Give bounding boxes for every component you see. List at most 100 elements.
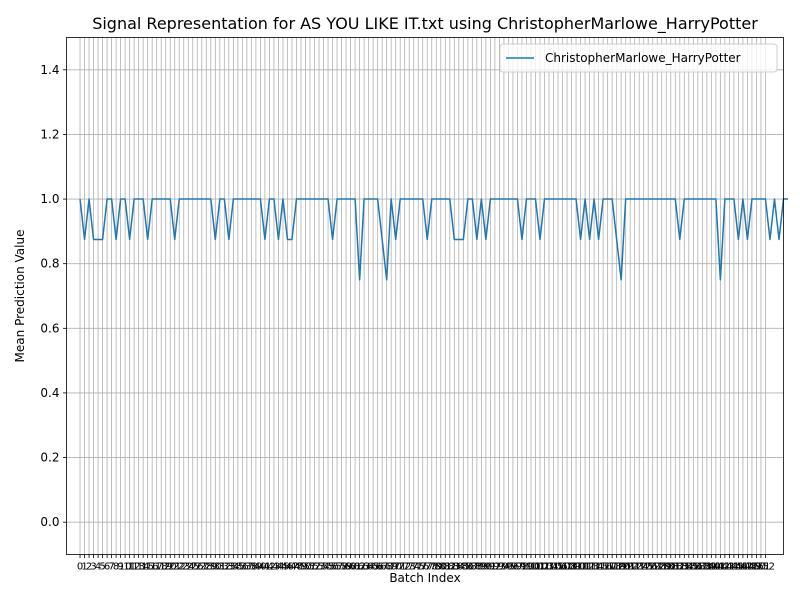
x-tick-label: 129 <box>652 562 671 573</box>
x-tick-label: 45 <box>277 562 290 573</box>
x-tick-label: 120 <box>612 562 631 573</box>
x-tick-label: 122 <box>621 562 640 573</box>
x-tick-label: 63 <box>358 562 371 573</box>
x-tick-label: 29 <box>204 562 217 573</box>
x-tick-label: 33 <box>222 562 235 573</box>
x-tick-label: 8 <box>113 562 119 573</box>
x-tick-label: 109 <box>562 562 581 573</box>
x-tick-label: 127 <box>643 562 662 573</box>
legend: ChristopherMarlowe_HarryPotter <box>499 43 778 73</box>
x-tick-label: 148 <box>738 562 757 573</box>
x-tick-label: 147 <box>733 562 752 573</box>
x-tick-label: 128 <box>648 562 667 573</box>
y-tick-label: 0.2 <box>40 451 59 465</box>
x-tick-label: 68 <box>380 562 393 573</box>
x-tick-label: 61 <box>349 562 362 573</box>
x-tick-label: 141 <box>706 562 725 573</box>
x-tick-label: 145 <box>724 562 743 573</box>
x-tick-label: 27 <box>195 562 208 573</box>
x-tick-label: 34 <box>227 562 240 573</box>
x-tick-label: 50 <box>299 562 312 573</box>
y-tick-label: 0.6 <box>40 321 59 335</box>
x-tick-label: 31 <box>213 562 226 573</box>
x-tick-label: 142 <box>711 562 730 573</box>
x-tick-label: 149 <box>742 562 761 573</box>
x-tick-label: 55 <box>322 562 335 573</box>
x-tick-label: 73 <box>403 562 416 573</box>
x-tick-label: 40 <box>254 562 267 573</box>
x-tick-label: 81 <box>439 562 452 573</box>
x-tick-label: 65 <box>367 562 380 573</box>
x-tick-label: 9 <box>117 562 123 573</box>
x-tick-label: 42 <box>263 562 276 573</box>
x-tick-label: 36 <box>236 562 249 573</box>
x-tick-label: 105 <box>544 562 563 573</box>
x-tick-label: 106 <box>548 562 567 573</box>
x-tick-label: 57 <box>331 562 344 573</box>
x-tick-label: 5 <box>99 562 105 573</box>
x-tick-label: 85 <box>457 562 470 573</box>
x-tick-label: 89 <box>475 562 488 573</box>
x-tick-label: 15 <box>141 562 154 573</box>
x-tick-label: 12 <box>128 562 141 573</box>
x-tick-label: 69 <box>385 562 398 573</box>
x-tick-label: 38 <box>245 562 258 573</box>
x-tick-label: 3 <box>90 562 96 573</box>
y-tick-label: 1.4 <box>40 63 59 77</box>
x-tick-label: 11 <box>123 562 136 573</box>
x-tick-label: 26 <box>191 562 204 573</box>
y-axis-ticks: 0.0 0.2 0.4 0.6 0.8 1.0 1.2 1.4 <box>40 63 67 529</box>
x-tick-label: 131 <box>661 562 680 573</box>
x-tick-label: 140 <box>702 562 721 573</box>
x-tick-label: 146 <box>729 562 748 573</box>
x-tick-label: 44 <box>272 562 285 573</box>
x-tick-label: 126 <box>639 562 658 573</box>
x-tick-label: 80 <box>434 562 447 573</box>
x-tick-label: 19 <box>159 562 172 573</box>
x-tick-label: 110 <box>567 562 586 573</box>
y-gridlines <box>66 69 784 523</box>
x-tick-label: 37 <box>241 562 254 573</box>
y-axis-label: Mean Prediction Value <box>13 230 27 363</box>
x-tick-label: 102 <box>530 562 549 573</box>
x-tick-label: 30 <box>209 562 222 573</box>
x-tick-label: 94 <box>498 562 511 573</box>
y-tick-label: 0.4 <box>40 386 59 400</box>
x-tick-label: 151 <box>751 562 770 573</box>
chart-title: Signal Representation for AS YOU LIKE IT… <box>92 14 758 34</box>
x-tick-label: 77 <box>421 562 434 573</box>
x-tick-label: 113 <box>580 562 599 573</box>
x-tick-label: 22 <box>173 562 186 573</box>
x-tick-label: 48 <box>290 562 303 573</box>
x-tick-label: 16 <box>146 562 159 573</box>
x-tick-label: 6 <box>104 562 110 573</box>
x-tick-label: 17 <box>150 562 163 573</box>
x-tick-label: 0 <box>77 562 83 573</box>
x-tick-label: 70 <box>389 562 402 573</box>
x-gridlines <box>79 37 766 555</box>
x-tick-label: 124 <box>630 562 649 573</box>
x-tick-label: 101 <box>526 562 545 573</box>
x-tick-label: 75 <box>412 562 425 573</box>
legend-label: ChristopherMarlowe_HarryPotter <box>545 51 741 65</box>
x-tick-label: 52 <box>308 562 321 573</box>
plot-frame <box>66 37 784 555</box>
x-tick-label: 23 <box>177 562 190 573</box>
x-tick-label: 60 <box>344 562 357 573</box>
x-tick-label: 79 <box>430 562 443 573</box>
x-tick-label: 7 <box>108 562 114 573</box>
x-tick-label: 58 <box>335 562 348 573</box>
x-tick-label: 95 <box>502 562 515 573</box>
x-tick-label: 92 <box>489 562 502 573</box>
x-tick-label: 49 <box>295 562 308 573</box>
x-tick-label: 64 <box>362 562 375 573</box>
x-tick-label: 87 <box>466 562 479 573</box>
x-tick-label: 51 <box>304 562 317 573</box>
x-tick-label: 90 <box>480 562 493 573</box>
x-tick-label: 78 <box>425 562 438 573</box>
x-tick-label: 62 <box>353 562 366 573</box>
x-tick-label: 108 <box>558 562 577 573</box>
x-tick-label: 137 <box>688 562 707 573</box>
x-tick-label: 59 <box>340 562 353 573</box>
